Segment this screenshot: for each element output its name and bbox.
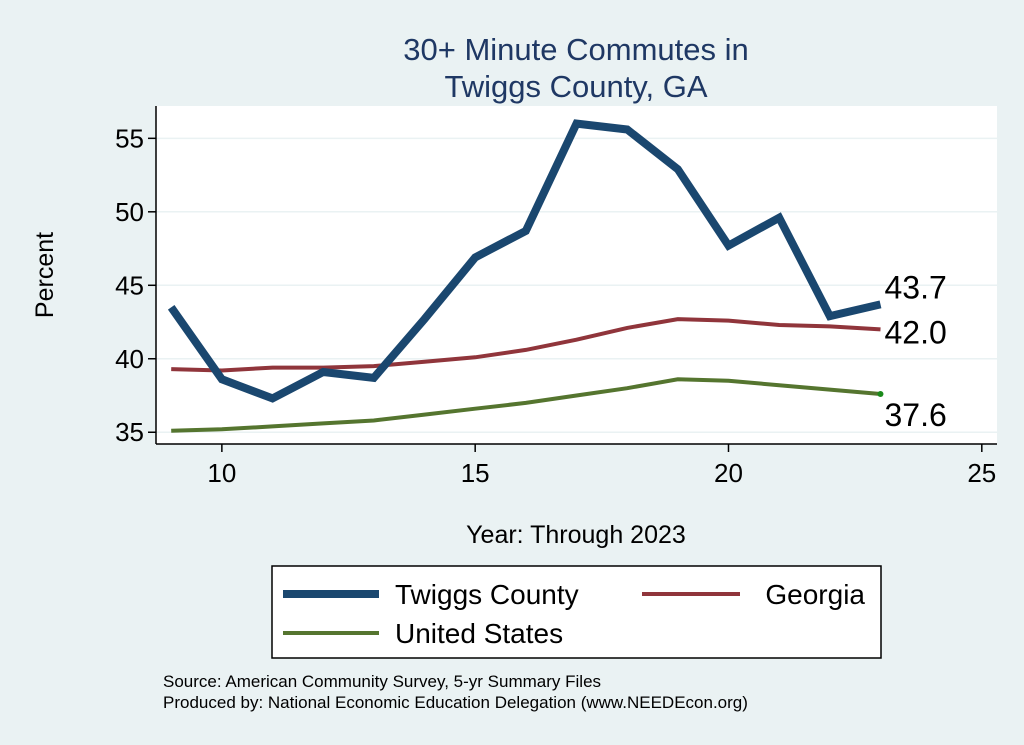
series-line-georgia: [171, 317, 881, 373]
series-line-united-states: [171, 377, 881, 433]
y-tick-label-45: 45: [115, 270, 144, 300]
x-tick-label-10: 10: [207, 458, 236, 488]
grid-lines: [156, 137, 997, 433]
produced-by-note: Produced by: National Economic Education…: [163, 693, 748, 712]
x-tick-label-25: 25: [967, 458, 996, 488]
end-label-georgia: 42.0: [884, 314, 946, 350]
y-tick-label-50: 50: [115, 197, 144, 227]
y-axis-title: Percent: [31, 232, 59, 318]
legend: Twiggs County Georgia United States: [271, 565, 882, 659]
end-label-twiggs-county: 43.7: [884, 269, 946, 305]
end-label-united-states: 37.6: [884, 397, 946, 433]
chart-title-line-1: 30+ Minute Commutes in: [403, 32, 748, 67]
x-axis-title: Year: Through 2023: [466, 521, 686, 549]
x-tick-label-15: 15: [461, 458, 490, 488]
y-tick-label-35: 35: [115, 417, 144, 447]
y-tick-label-55: 55: [115, 123, 144, 153]
chart-title-line-2: Twiggs County, GA: [444, 69, 707, 104]
end-labels: 43.7 42.0 37.6: [884, 269, 946, 433]
legend-box: [271, 565, 882, 659]
legend-label-georgia: Georgia: [765, 579, 865, 610]
y-tick-label-40: 40: [115, 344, 144, 374]
legend-label-united-states: United States: [395, 618, 563, 649]
end-marker-united-states: [877, 391, 884, 398]
source-note: Source: American Community Survey, 5-yr …: [163, 672, 601, 691]
series-line-twiggs-county: [167, 119, 882, 403]
legend-label-twiggs-county: Twiggs County: [395, 579, 579, 610]
axes: 35 40 45 50 55 10 15 20 25: [115, 106, 997, 488]
series-lines: [167, 119, 884, 433]
x-tick-label-20: 20: [714, 458, 743, 488]
